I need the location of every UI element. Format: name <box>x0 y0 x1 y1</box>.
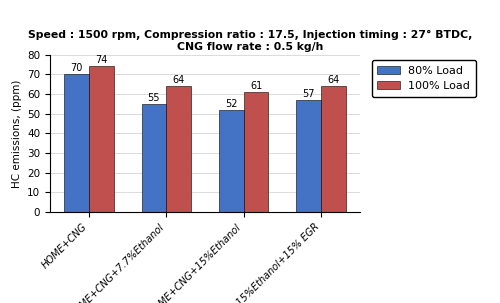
Text: 55: 55 <box>148 93 160 103</box>
Text: 61: 61 <box>250 81 262 91</box>
Bar <box>166 86 191 212</box>
Bar <box>89 66 114 212</box>
Legend: 80% Load, 100% Load: 80% Load, 100% Load <box>372 60 476 97</box>
Bar <box>296 100 321 212</box>
Bar <box>64 74 89 212</box>
Text: 70: 70 <box>70 63 83 73</box>
Text: 64: 64 <box>328 75 340 85</box>
Text: Speed : 1500 rpm, Compression ratio : 17.5, Injection timing : 27° BTDC,
CNG flo: Speed : 1500 rpm, Compression ratio : 17… <box>28 30 472 52</box>
Bar <box>244 92 268 212</box>
Text: 64: 64 <box>172 75 185 85</box>
Text: 57: 57 <box>302 89 315 99</box>
Bar <box>219 110 244 212</box>
Bar <box>321 86 346 212</box>
Text: 74: 74 <box>95 55 108 65</box>
Text: 52: 52 <box>225 98 237 108</box>
Bar <box>142 104 167 212</box>
Y-axis label: HC emissions, (ppm): HC emissions, (ppm) <box>12 79 22 188</box>
